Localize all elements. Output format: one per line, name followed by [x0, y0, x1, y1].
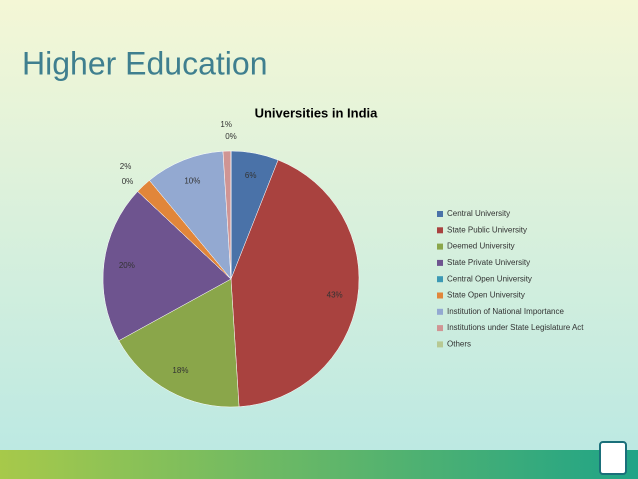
data-label: 0%: [122, 177, 134, 186]
legend-label: Central Open University: [447, 274, 532, 283]
legend-swatch: [437, 211, 443, 217]
data-label: 43%: [327, 291, 343, 300]
data-label: 1%: [220, 120, 232, 129]
legend-swatch: [437, 259, 443, 266]
legend-label: Central University: [447, 209, 510, 218]
legend-swatch: [437, 227, 443, 234]
data-label: 6%: [245, 171, 257, 180]
pie-slice: [230, 159, 360, 408]
legend-label: State Public University: [447, 225, 527, 234]
legend-swatch: [437, 325, 443, 332]
legend-swatch: [437, 341, 443, 348]
legend-swatch: [437, 308, 443, 315]
legend-label: Institutions under State Legislature Act: [447, 323, 584, 332]
pie-slice: [118, 278, 240, 408]
pie-slice: [149, 150, 232, 280]
legend-swatch: [437, 276, 443, 283]
data-label: 18%: [172, 366, 188, 375]
data-label: 0%: [225, 132, 237, 141]
legend-label: State Open University: [447, 291, 525, 300]
data-label: 2%: [120, 162, 132, 171]
slide-title: Higher Education: [22, 45, 267, 81]
pie-slice: [102, 191, 232, 342]
legend-swatch: [437, 243, 443, 250]
legend-swatch: [437, 292, 443, 299]
legend-label: State Private University: [447, 258, 530, 267]
chart-title: Universities in India: [255, 105, 379, 120]
footer-strip: [0, 450, 638, 479]
data-label: 20%: [119, 261, 135, 270]
logo: [599, 441, 627, 475]
legend-label: Institution of National Importance: [447, 307, 565, 316]
legend-label: Deemed University: [447, 242, 515, 251]
legend-label: Others: [447, 340, 471, 349]
data-label: 10%: [184, 177, 200, 186]
